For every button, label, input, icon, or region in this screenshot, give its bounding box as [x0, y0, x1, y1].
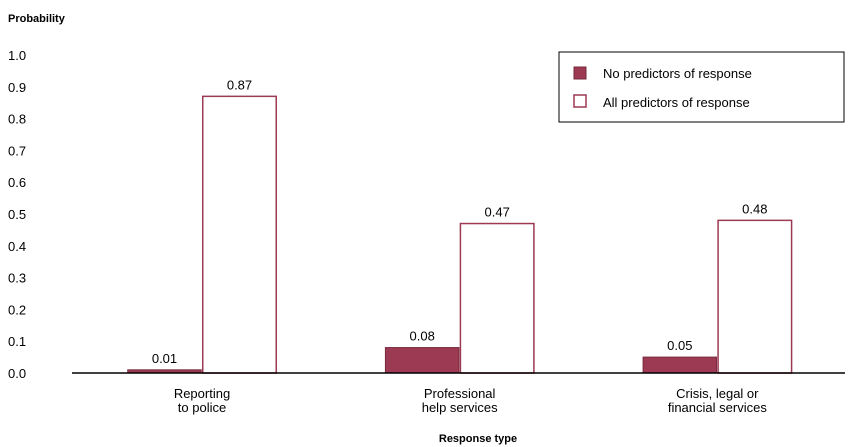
- legend-label-no-predictors: No predictors of response: [603, 66, 752, 81]
- y-tick-label: 0.3: [8, 271, 26, 286]
- category-label-2-line-1: Professional: [424, 386, 496, 401]
- y-axis-title: Probability: [8, 13, 66, 25]
- legend-swatch-all-predictors: [573, 94, 587, 108]
- bars: [127, 95, 793, 374]
- legend-label-all-predictors: All predictors of response: [603, 95, 750, 110]
- bar-all-predictors-1: [202, 95, 277, 374]
- bar-no-predictors-3: [642, 356, 718, 374]
- y-tick-label: 0.6: [8, 175, 26, 190]
- legend-swatch-no-predictors: [573, 66, 587, 80]
- data-label-no-predictors-2: 0.08: [410, 329, 435, 344]
- category-label-2-line-2: help services: [422, 400, 498, 415]
- y-tick-label: 0.7: [8, 143, 26, 158]
- data-label-no-predictors-1: 0.01: [152, 351, 177, 366]
- x-axis-title: Response type: [439, 433, 517, 445]
- category-label-3-line-2: financial services: [668, 400, 767, 415]
- legend-box: [558, 51, 845, 123]
- data-label-all-predictors-2: 0.47: [485, 205, 510, 220]
- y-tick-label: 0.5: [8, 207, 26, 222]
- bar-no-predictors-2: [384, 347, 460, 374]
- category-label-1-line-1: Reporting: [174, 386, 230, 401]
- y-tick-label: 0.9: [8, 80, 26, 95]
- y-axis-ticks: 0.0 0.1 0.2 0.3 0.4 0.5 0.6 0.7 0.8 0.9 1.0: [8, 48, 26, 381]
- y-tick-label: 0.1: [8, 334, 26, 349]
- y-tick-label: 0.8: [8, 112, 26, 127]
- legend: No predictors of response All predictors…: [558, 51, 845, 123]
- y-tick-label: 1.0: [8, 48, 26, 63]
- y-tick-label: 0.4: [8, 239, 26, 254]
- data-labels: 0.01 0.87 0.08 0.47 0.05 0.48: [152, 77, 768, 365]
- data-label-no-predictors-3: 0.05: [667, 338, 692, 353]
- y-tick-label: 0.2: [8, 302, 26, 317]
- data-label-all-predictors-3: 0.48: [742, 201, 767, 216]
- y-tick-label: 0.0: [8, 366, 26, 381]
- category-label-1-line-2: to police: [178, 400, 226, 415]
- category-label-3-line-1: Crisis, legal or: [676, 386, 759, 401]
- bar-all-predictors-2: [459, 222, 535, 374]
- data-label-all-predictors-1: 0.87: [227, 77, 252, 92]
- bar-all-predictors-3: [717, 219, 793, 374]
